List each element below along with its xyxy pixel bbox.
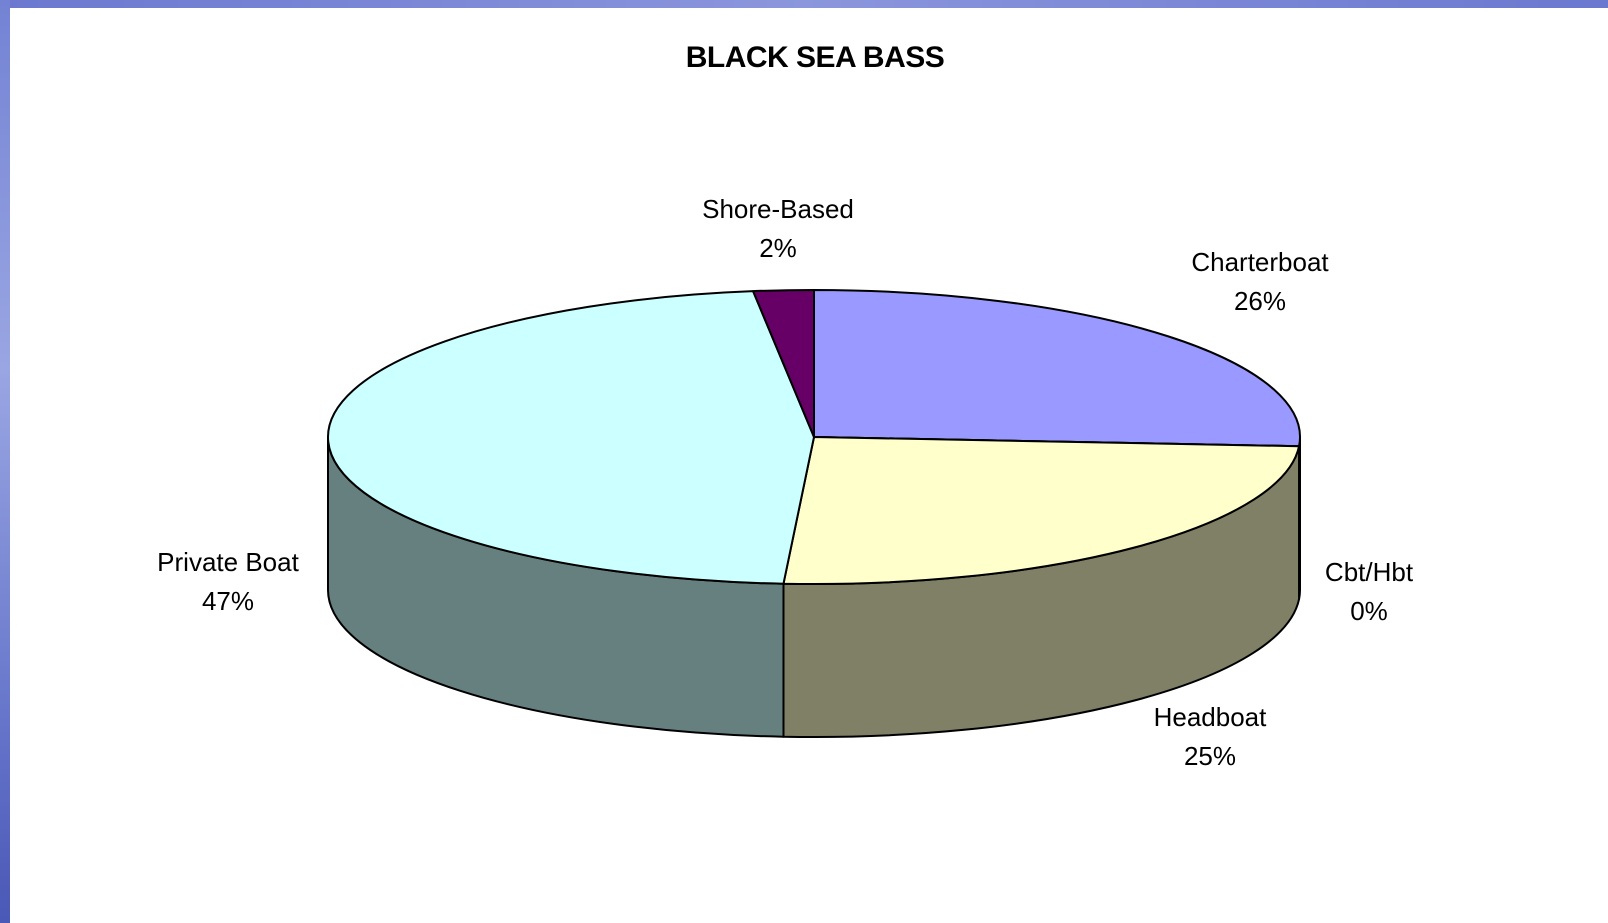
slice-label-name-private-boat: Private Boat (157, 547, 299, 577)
slice-label-value-shore-based: 2% (759, 233, 797, 263)
slice-label-name-cbt-hbt: Cbt/Hbt (1325, 557, 1414, 587)
slice-charterboat (813, 289, 1301, 448)
pie-side-walls (327, 436, 1301, 738)
slice-private-boat (327, 290, 815, 585)
chart-title: BLACK SEA BASS (686, 41, 945, 74)
slice-labels: Charterboat 26% Cbt/Hbt 0% Headboat 25% Privat… (157, 194, 1414, 771)
slice-label-value-headboat: 25% (1184, 741, 1236, 771)
slice-label-name-shore-based: Shore-Based (702, 194, 854, 224)
slice-label-name-charterboat: Charterboat (1191, 247, 1329, 277)
slice-label-value-private-boat: 47% (202, 586, 254, 616)
slide-left-border (0, 0, 10, 923)
slide-top-border (0, 0, 1608, 8)
slice-label-name-headboat: Headboat (1154, 702, 1268, 732)
slice-label-value-cbt-hbt: 0% (1350, 596, 1388, 626)
slice-shore-based (752, 289, 815, 438)
pie-top-faces (327, 289, 1301, 585)
slice-headboat (782, 436, 1301, 585)
slice-label-value-charterboat: 26% (1234, 286, 1286, 316)
